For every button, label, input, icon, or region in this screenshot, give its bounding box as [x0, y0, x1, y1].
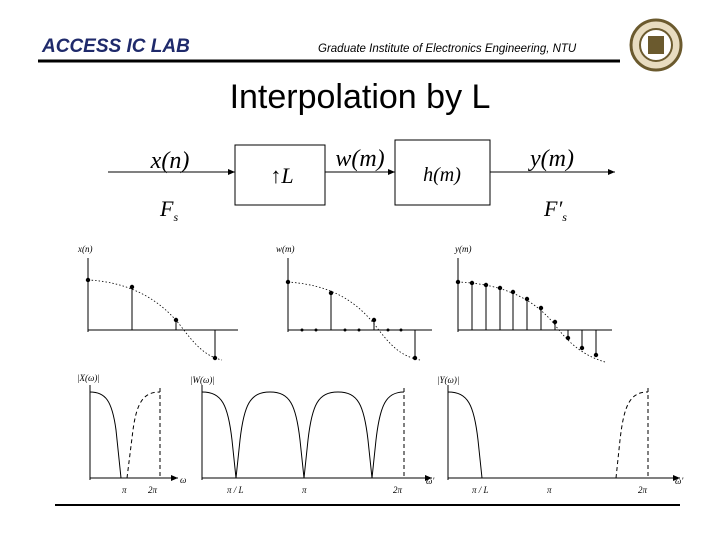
tick-label: π / L [472, 485, 489, 495]
output-rate: F′s [543, 196, 567, 224]
axis-label: ω [180, 475, 186, 485]
plot-label: |W(ω)| [190, 375, 215, 385]
plot-label: |X(ω)| [77, 373, 100, 383]
block-diagram [108, 139, 615, 206]
time-plot-y [455, 258, 612, 363]
plot-label: w(m) [276, 244, 295, 254]
intermediate-label: w(m) [335, 146, 384, 172]
logo [629, 18, 683, 72]
plot-label: y(m) [454, 244, 472, 254]
spectrum-x [89, 385, 178, 481]
slide-title: Interpolation by L [230, 78, 491, 116]
institute: Graduate Institute of Electronics Engine… [318, 43, 577, 55]
rate-sub: s [173, 210, 178, 224]
lab-name: ACCESS IC LAB [41, 36, 190, 57]
axis-label: ω' [675, 476, 684, 486]
tick-label: π [547, 485, 552, 495]
input-rate: Fs [159, 196, 178, 224]
tick-label: 2π [393, 485, 403, 495]
rate-main: F [159, 196, 174, 221]
filter-label: h(m) [423, 164, 461, 186]
tick-label: 2π [638, 485, 648, 495]
tick-label: π [302, 485, 307, 495]
plot-label: |Y(ω)| [437, 375, 459, 385]
input-label: x(n) [150, 148, 190, 174]
rate-main: F′ [543, 196, 563, 221]
spectrum-y [447, 385, 680, 481]
time-plot-w [285, 258, 432, 361]
upsampler-label: ↑L [270, 163, 293, 188]
tick-label: 2π [148, 485, 158, 495]
tick-label: π [122, 485, 127, 495]
plot-label: x(n) [77, 244, 93, 254]
output-label: y(m) [528, 146, 574, 172]
rate-sub: s [562, 210, 567, 224]
axis-label: ω' [426, 476, 435, 486]
spectrum-w [201, 385, 432, 481]
time-plot-x [85, 258, 238, 361]
tick-label: π / L [227, 485, 244, 495]
